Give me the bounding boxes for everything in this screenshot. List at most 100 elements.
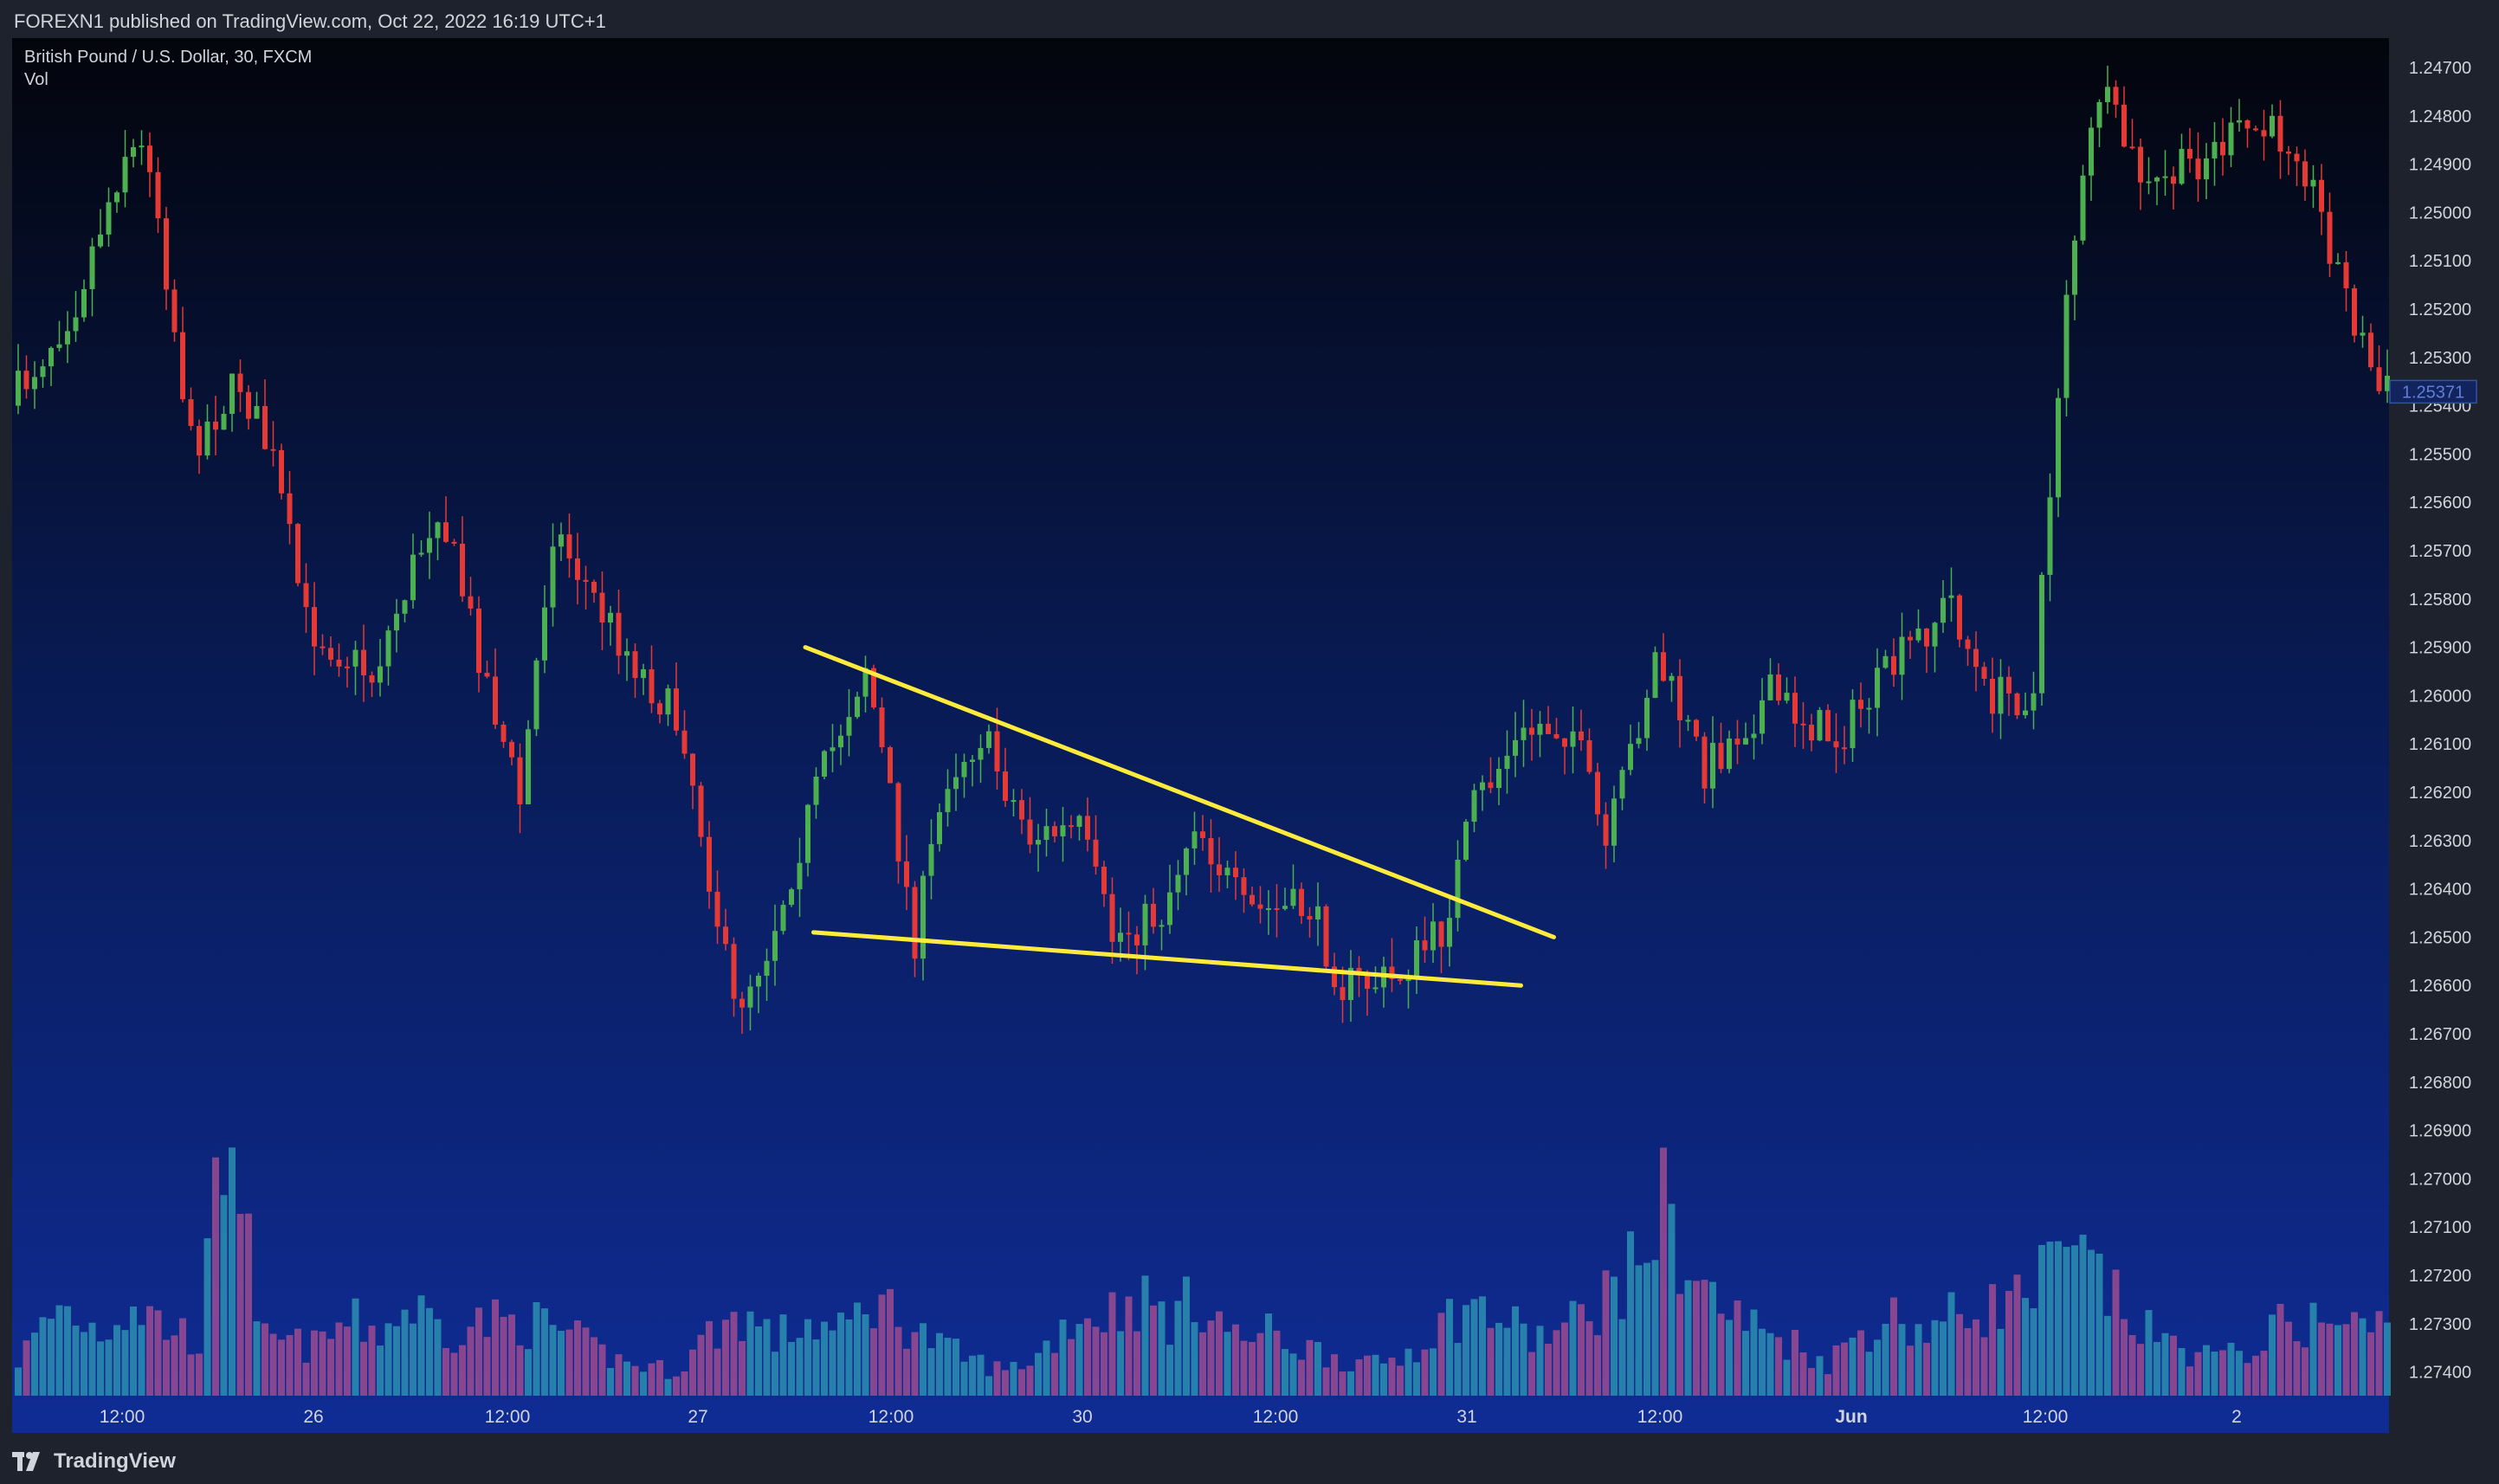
candle [1372,966,1379,994]
volume-bar [410,1323,416,1396]
candle [2146,157,2152,195]
candle [1315,882,1321,946]
price-tick-label: 1.26400 [2409,881,2471,900]
candle [1060,806,1066,862]
volume-bar [714,1348,721,1396]
candle [1891,638,1896,687]
candle [40,359,46,388]
volume-bar [105,1339,113,1396]
volume-bar [1273,1330,1281,1396]
candle [608,605,613,646]
volume-bar [887,1288,894,1396]
symbol-legend[interactable]: British Pound / U.S. Dollar, 30, FXCM Vo… [24,48,312,90]
candle [460,516,465,603]
volume-bar [598,1344,606,1396]
tradingview-brand[interactable]: TradingView [12,1449,176,1474]
volume-bar [1940,1321,1947,1396]
volume-bar [1742,1331,1749,1396]
price-chart[interactable]: 1.24700 1.24800 1.24900 1.25000 1.25100 1.252… [0,0,2499,1437]
candle [1546,706,1551,735]
candle [1447,898,1452,967]
volume-bar [1314,1342,1321,1396]
candle [879,697,885,753]
candle [1875,648,1880,737]
volume-bar [1766,1332,1774,1396]
volume-bar [1882,1323,1889,1396]
candle [2047,473,2053,602]
volume-bar [1125,1296,1133,1396]
volume-bar [623,1361,630,1396]
volume-bar [821,1321,828,1396]
last-price-label: 1.25371 [2402,383,2464,402]
candle [953,753,959,811]
candle [2138,139,2143,210]
candle [131,139,136,168]
candle [295,523,300,587]
volume-bar [854,1302,861,1396]
volume-bar [1380,1363,1387,1396]
volume-bar [1430,1348,1437,1396]
candle [1734,719,1740,765]
candle [2360,315,2366,348]
candle [1233,851,1238,900]
volume-bar [294,1328,301,1396]
price-tick-label: 1.25800 [2409,590,2471,610]
price-tick-label: 1.26500 [2409,928,2471,947]
candle [2319,164,2324,236]
volume-bar [2071,1245,2078,1396]
candle [56,320,62,352]
candle [2302,149,2308,201]
price-tick-label: 1.27100 [2409,1218,2471,1237]
candle [1101,861,1107,907]
volume-bar [1874,1339,1881,1396]
volume-bar [1545,1344,1552,1396]
volume-bar [2055,1241,2062,1396]
trendline-lower[interactable] [811,930,1523,988]
volume-bar [2342,1324,2350,1396]
candle [1908,630,1913,659]
volume-bar [1141,1275,1149,1396]
candle [707,821,712,909]
price-axis[interactable]: 1.24700 1.24800 1.24900 1.25000 1.25100 1.252… [2409,59,2471,1383]
candle [1151,887,1156,934]
candle [1167,864,1172,934]
volume-bar [368,1326,376,1396]
candle [1159,919,1165,951]
volume-bar [269,1333,277,1396]
volume-bar [1684,1280,1692,1396]
volume-bar [1759,1328,1766,1396]
candle [2063,280,2070,417]
candle [937,803,942,852]
volume-bar [2211,1352,2218,1396]
volume-bar [1183,1276,1190,1396]
volume-bar [779,1314,787,1396]
volume-bar [1709,1281,1716,1396]
candle [1217,836,1222,893]
volume-bar [1997,1328,2005,1396]
candle [279,443,284,500]
trendlines[interactable] [803,645,1556,988]
candle [378,638,383,697]
volume-bar [1651,1260,1659,1396]
volume-bar [565,1329,573,1396]
volume-bar [2005,1290,2012,1396]
candle [32,361,37,410]
volume-bar [1989,1284,1996,1396]
candle [2129,119,2135,150]
candle [1751,714,1757,760]
volume-bar [1520,1323,1527,1396]
candle [797,837,803,918]
candle [789,887,794,907]
volume-bar [1717,1313,1725,1396]
volume-bar [81,1332,87,1396]
time-axis[interactable]: 12:00 26 12:00 27 12:00 30 12:00 31 12:00 Jun 12:0… [12,1396,2389,1433]
trendline-upper[interactable] [803,645,1556,939]
volume-bar [689,1349,696,1396]
volume-bar [1216,1311,1223,1396]
candle [1603,802,1609,869]
volume-bar [203,1238,211,1396]
volume-bar [1627,1231,1634,1396]
candle [1611,785,1617,862]
volume-bar [2104,1315,2111,1396]
volume-bar [1528,1352,1535,1396]
